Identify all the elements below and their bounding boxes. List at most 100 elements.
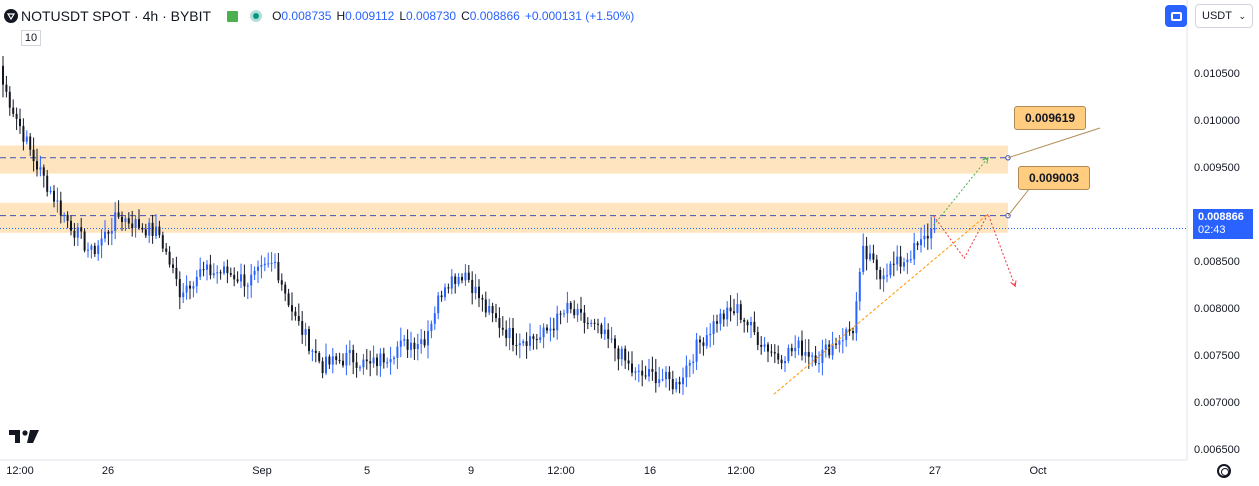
candle-body <box>437 295 440 314</box>
candle-body <box>644 375 647 377</box>
candle-body <box>889 263 892 276</box>
candle-body <box>821 349 824 364</box>
candle-body <box>376 357 378 366</box>
candle-body <box>668 371 671 380</box>
candle-body <box>546 327 548 331</box>
candle-body <box>246 285 249 287</box>
screenshot-button[interactable] <box>1165 5 1187 27</box>
candle-body <box>63 214 66 216</box>
candle-body <box>12 107 15 114</box>
candle-body <box>763 344 766 347</box>
candle-body <box>916 243 919 246</box>
candle-body <box>413 342 416 350</box>
candle-body <box>362 359 365 368</box>
candle-body <box>70 220 72 231</box>
candle-body <box>508 327 511 339</box>
ohlc-open: O0.008735 <box>272 9 332 23</box>
callout-pointer <box>1007 187 1031 216</box>
time-tick-label: 12:00 <box>547 465 575 477</box>
gear-icon[interactable] <box>1217 464 1231 478</box>
ohlc-low: L0.008730 <box>399 9 457 23</box>
candle-body <box>478 286 480 299</box>
candle-body <box>399 340 402 347</box>
candle-body <box>168 251 171 265</box>
current-price-value: 0.008866 <box>1198 211 1244 223</box>
candle-body <box>161 235 164 249</box>
candle-body <box>627 360 630 364</box>
candle-body <box>454 276 457 284</box>
candle-body <box>529 336 531 346</box>
candle-body <box>226 266 229 274</box>
candle-body <box>777 353 780 360</box>
candle-body <box>280 280 283 285</box>
candle-body <box>790 347 793 352</box>
candle-body <box>597 323 599 325</box>
candle-body <box>42 167 45 176</box>
candle-body <box>450 276 453 289</box>
candle-body <box>158 226 161 236</box>
candle-body <box>172 264 174 268</box>
candle-body <box>620 348 623 360</box>
candle-body <box>607 329 610 339</box>
price-tick-label: 0.008500 <box>1194 255 1240 268</box>
candle-body <box>457 277 460 284</box>
projection-down-arrow <box>933 212 1016 287</box>
candle-body <box>807 352 810 357</box>
candle-body <box>699 339 701 343</box>
candle-body <box>76 227 79 238</box>
candle-body <box>2 65 4 85</box>
candle-body <box>182 292 185 298</box>
candle-body <box>818 363 820 365</box>
candle-body <box>838 340 841 345</box>
candle-body <box>549 328 552 331</box>
candle-body <box>464 272 467 281</box>
candle-body <box>294 311 297 317</box>
price-callout-upper[interactable]: 0.009619 <box>1014 106 1087 130</box>
candle-body <box>586 322 589 324</box>
candle-body <box>369 361 372 364</box>
candle-body <box>733 311 735 314</box>
volume-indicator-label[interactable]: 10 <box>21 30 41 46</box>
candle-body <box>495 313 497 319</box>
candle-body <box>80 227 83 232</box>
price-callout-lower[interactable]: 0.009003 <box>1018 166 1091 190</box>
candle-body <box>46 175 49 192</box>
candle-body <box>233 274 236 280</box>
candle-body <box>338 359 341 361</box>
candle-body <box>396 346 399 358</box>
candle-body <box>896 256 899 265</box>
candle-body <box>501 327 504 330</box>
candle-body <box>719 313 722 324</box>
candle-body <box>178 279 181 298</box>
candle-body <box>117 212 120 217</box>
candle-body <box>155 226 157 236</box>
symbol-title[interactable]: NOTUSDT SPOT · 4h · BYBIT <box>21 8 212 24</box>
candle-body <box>920 239 922 246</box>
candle-body <box>263 263 266 266</box>
candle-body <box>743 319 746 322</box>
candle-body <box>651 369 654 372</box>
candle-body <box>923 235 926 240</box>
currency-select[interactable]: USDT ⌄ <box>1195 4 1253 28</box>
currency-value: USDT <box>1202 10 1232 22</box>
candle-body <box>467 272 470 280</box>
candle-body <box>110 230 113 234</box>
time-tick-label: 12:00 <box>6 465 34 477</box>
candle-body <box>53 190 55 202</box>
time-tick-label: Sep <box>252 465 272 477</box>
ohlc-change: +0.000131 (+1.50%) <box>524 9 635 23</box>
candle-body <box>461 277 463 281</box>
candle-body <box>433 313 436 324</box>
candle-body <box>862 245 865 272</box>
candle-body <box>90 245 93 250</box>
candle-body <box>66 214 69 221</box>
candle-body <box>355 362 358 368</box>
candle-body <box>379 353 382 366</box>
tradingview-logo-icon[interactable] <box>8 428 40 449</box>
candle-body <box>794 348 797 352</box>
candle-body <box>342 360 344 366</box>
candle-body <box>87 249 89 251</box>
candle-body <box>865 245 868 260</box>
candle-body <box>695 339 698 362</box>
